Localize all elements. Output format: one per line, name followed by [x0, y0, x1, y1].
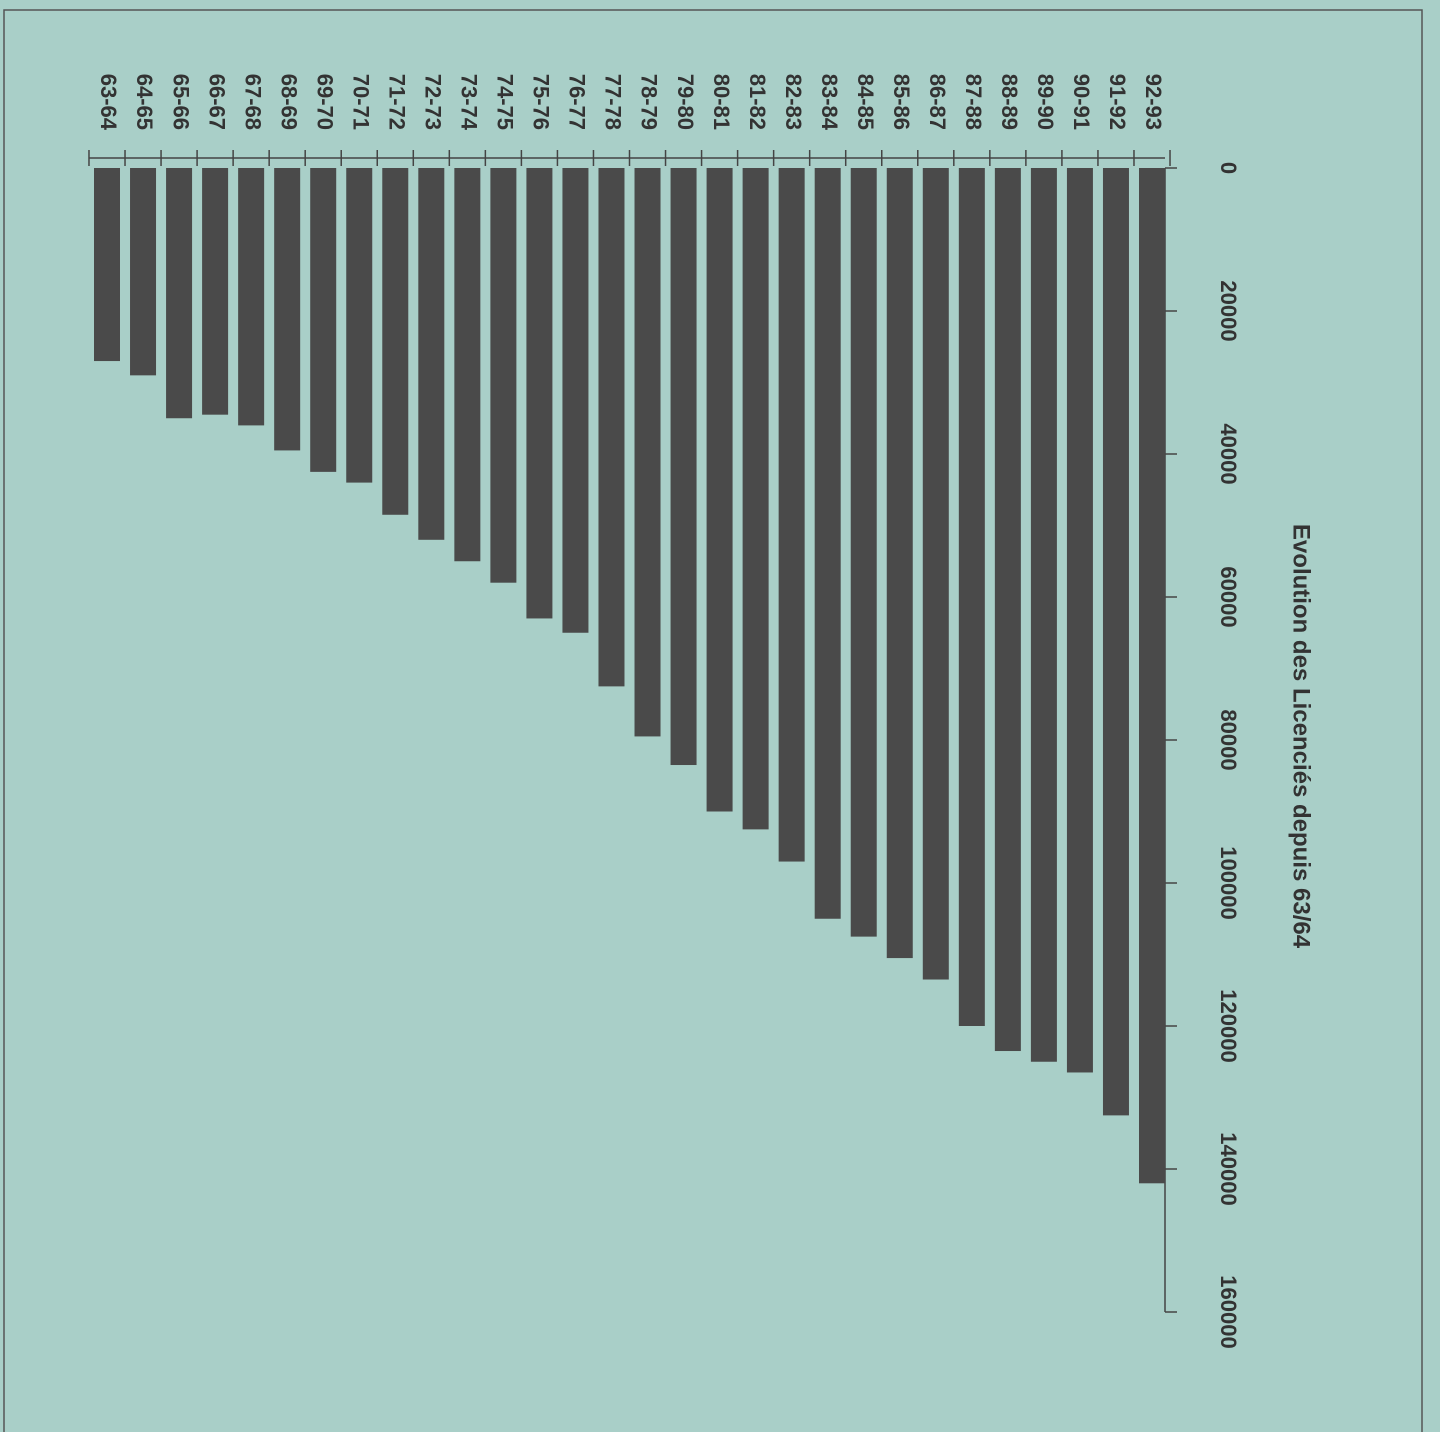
bar	[814, 168, 841, 919]
y-tick-label: 75-76	[529, 74, 554, 130]
x-tick-label: 40000	[1216, 423, 1241, 484]
bar	[1030, 168, 1057, 1062]
y-tick-label: 81-82	[745, 74, 770, 130]
y-tick-label: 83-84	[817, 74, 842, 131]
y-tick-label: 71-72	[384, 74, 409, 130]
y-tick-label: 74-75	[493, 74, 518, 130]
y-tick-label: 90-91	[1069, 74, 1094, 130]
y-tick-label: 64-65	[132, 74, 157, 130]
x-tick-label: 0	[1216, 162, 1241, 174]
bar	[958, 168, 985, 1026]
y-tick-label: 85-86	[889, 74, 914, 130]
bar	[1102, 168, 1129, 1116]
bar	[310, 168, 337, 472]
bar	[526, 168, 553, 619]
x-tick-label: 20000	[1216, 280, 1241, 341]
y-tick-label: 76-77	[565, 74, 590, 130]
bar	[850, 168, 877, 937]
bar	[166, 168, 193, 419]
y-tick-label: 65-66	[168, 74, 193, 130]
bar	[274, 168, 301, 451]
bar	[382, 168, 409, 515]
y-tick-label: 91-92	[1105, 74, 1130, 130]
bar	[1139, 168, 1165, 1184]
y-tick-label: 72-73	[420, 74, 445, 130]
y-tick-label: 86-87	[925, 74, 950, 130]
x-tick-label: 80000	[1216, 709, 1241, 770]
x-tick-label: 60000	[1216, 566, 1241, 627]
bar	[346, 168, 373, 483]
bar	[238, 168, 265, 426]
chart-title: Evolution des Licenciés depuis 63/64	[1288, 524, 1315, 949]
y-tick-label: 63-64	[96, 74, 121, 131]
x-tick-label: 160000	[1216, 1275, 1241, 1348]
x-tick-label: 120000	[1216, 989, 1241, 1062]
bar	[598, 168, 625, 687]
plot: Evolution des Licenciés depuis 63/64 0 20…	[88, 74, 1315, 1349]
x-tick-label: 140000	[1216, 1132, 1241, 1205]
y-tick-label: 88-89	[997, 74, 1022, 130]
y-tick-label: 68-69	[276, 74, 301, 130]
y-tick-label: 77-78	[601, 74, 626, 130]
bar	[634, 168, 661, 737]
y-tick-label: 78-79	[637, 74, 662, 130]
bar	[706, 168, 733, 812]
bar	[490, 168, 517, 583]
y-tick-label: 67-68	[240, 74, 265, 130]
y-tick-label: 70-71	[348, 74, 373, 130]
bar	[94, 168, 120, 362]
y-tick-label: 73-74	[457, 74, 482, 131]
y-tick-label: 66-67	[204, 74, 229, 130]
frame	[3, 9, 1423, 1432]
y-tick-label: 82-83	[781, 74, 806, 130]
bar	[778, 168, 805, 862]
bar	[454, 168, 481, 562]
bar	[202, 168, 229, 415]
bar	[130, 168, 157, 376]
y-tick-label: 84-85	[853, 74, 878, 130]
x-tick-label: 100000	[1216, 846, 1241, 919]
bar	[886, 168, 913, 959]
bar	[562, 168, 589, 633]
y-tick-label: 80-81	[709, 74, 734, 130]
bar	[994, 168, 1021, 1052]
bar	[922, 168, 949, 980]
y-tick-label: 69-70	[312, 74, 337, 130]
y-tick-label: 79-80	[673, 74, 698, 130]
y-tick-label: 87-88	[961, 74, 986, 130]
bar	[418, 168, 445, 540]
bar	[670, 168, 697, 766]
y-tick-label: 92-93	[1141, 74, 1166, 130]
bar	[1066, 168, 1093, 1073]
y-tick-label: 89-90	[1033, 74, 1058, 130]
bar	[742, 168, 769, 830]
